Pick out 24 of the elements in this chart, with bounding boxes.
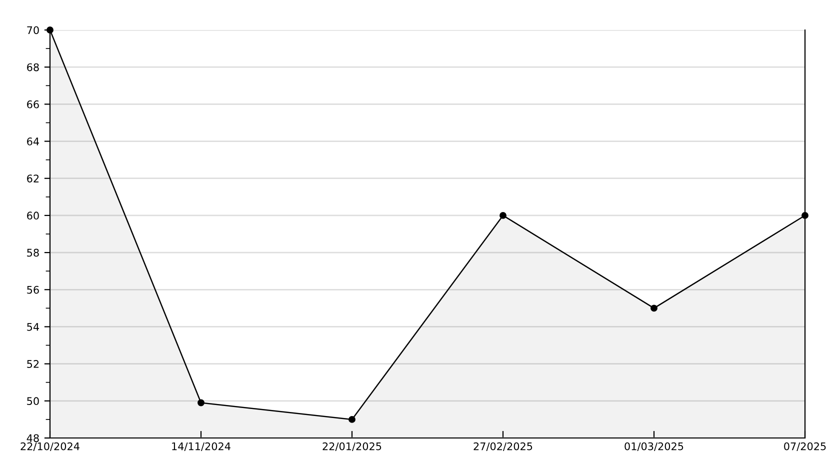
point (650, 304, 658, 312)
y-tick-label: 58 (27, 248, 39, 257)
point (198, 399, 204, 406)
x-tick-label: 27/02/2025 (474, 442, 532, 452)
y-tick-label: 66 (27, 100, 39, 108)
x-tick-label: 07/2025 (784, 442, 826, 452)
x-tick-label: 22/10/2024 (20, 442, 80, 452)
point (802, 212, 808, 219)
y-tick-label: 70 (27, 26, 39, 34)
point (500, 212, 506, 219)
y-tick-label: 52 (27, 360, 39, 368)
point (348, 416, 356, 423)
x-tick-label: 22/01/2025 (322, 442, 382, 452)
y-tick-label: 48 (26, 434, 39, 442)
y-tick-label: 56 (27, 286, 39, 294)
y-tick-label: 64 (27, 138, 39, 146)
y-tick-label: 50 (27, 397, 39, 406)
x-tick-label: 14/11/2024 (172, 442, 230, 452)
y-tick-label: 62 (27, 174, 39, 182)
y-tick-label: 68 (27, 63, 39, 72)
point (46, 26, 54, 34)
y-tick-label: 54 (27, 323, 39, 331)
x-tick-label: 01/03/2025 (624, 442, 684, 452)
y-tick-label: 60 (27, 212, 39, 220)
